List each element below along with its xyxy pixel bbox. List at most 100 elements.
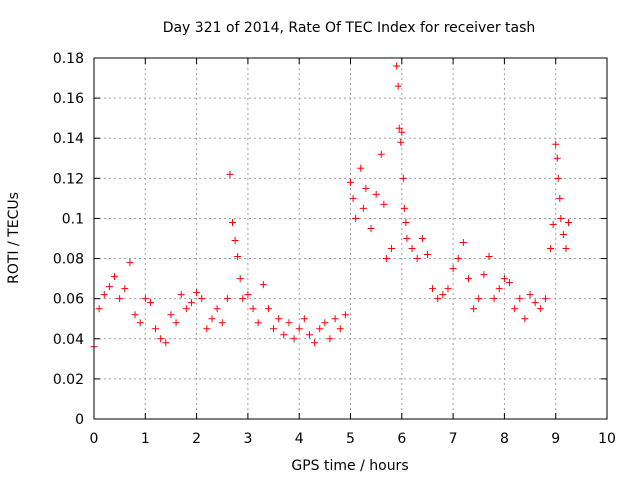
data-point xyxy=(480,271,488,279)
data-point xyxy=(470,305,478,313)
data-point xyxy=(208,315,216,323)
data-point xyxy=(459,239,467,247)
data-point xyxy=(136,319,144,327)
data-point xyxy=(547,245,555,253)
data-point xyxy=(408,245,416,253)
data-point xyxy=(382,255,390,263)
data-point xyxy=(95,305,103,313)
data-point xyxy=(485,253,493,261)
x-tick-labels: 0 1 2 3 4 5 6 7 8 9 10 xyxy=(90,431,616,447)
x-tick-label: 3 xyxy=(243,431,252,447)
data-point xyxy=(541,295,549,303)
data-point xyxy=(439,291,447,299)
data-point xyxy=(305,331,313,339)
y-tick-label: 0 xyxy=(75,412,84,428)
data-point xyxy=(557,214,565,222)
data-point xyxy=(213,305,221,313)
data-point xyxy=(531,299,539,307)
data-point xyxy=(553,154,561,162)
data-point xyxy=(326,335,334,343)
data-point xyxy=(336,325,344,333)
data-point xyxy=(172,319,180,327)
data-point xyxy=(218,319,226,327)
y-tick-label: 0.12 xyxy=(53,171,84,187)
x-axis-label: GPS time / hours xyxy=(291,458,408,474)
data-point xyxy=(249,305,257,313)
data-point xyxy=(331,315,339,323)
data-point xyxy=(397,138,405,146)
data-point xyxy=(234,253,242,261)
data-point xyxy=(388,245,396,253)
data-point xyxy=(275,315,283,323)
data-point xyxy=(121,285,129,293)
data-point xyxy=(141,295,149,303)
y-tick-label: 0.14 xyxy=(53,131,84,147)
data-point xyxy=(536,305,544,313)
data-point xyxy=(223,295,231,303)
data-point xyxy=(549,220,557,228)
data-point xyxy=(380,200,388,208)
data-point xyxy=(423,251,431,259)
data-point xyxy=(565,218,573,226)
y-tick-label: 0.06 xyxy=(53,292,84,308)
data-point xyxy=(177,291,185,299)
data-point xyxy=(359,204,367,212)
data-point xyxy=(105,283,113,291)
data-point xyxy=(290,335,298,343)
data-point xyxy=(475,295,483,303)
data-point xyxy=(229,218,237,226)
y-tick-label: 0.16 xyxy=(53,91,84,107)
chart-title: Day 321 of 2014, Rate Of TEC Index for r… xyxy=(163,20,536,36)
data-point xyxy=(399,174,407,182)
data-point xyxy=(236,275,244,283)
data-point xyxy=(295,325,303,333)
x-tick-label: 6 xyxy=(397,431,406,447)
data-point xyxy=(193,289,201,297)
data-point xyxy=(152,325,160,333)
data-point xyxy=(562,245,570,253)
x-tick-label: 0 xyxy=(90,431,99,447)
data-point xyxy=(464,275,472,283)
data-point xyxy=(526,291,534,299)
data-point xyxy=(377,150,385,158)
y-axis-label: ROTI / TECUs xyxy=(6,192,22,284)
data-point xyxy=(162,339,170,347)
data-point xyxy=(372,190,380,198)
data-point xyxy=(126,259,134,267)
data-point xyxy=(146,299,154,307)
data-point xyxy=(239,295,247,303)
data-point xyxy=(506,279,514,287)
data-point xyxy=(362,184,370,192)
data-point xyxy=(552,140,560,148)
x-tick-label: 8 xyxy=(500,431,509,447)
x-tick-label: 9 xyxy=(551,431,560,447)
data-point xyxy=(418,235,426,242)
data-point xyxy=(226,170,234,178)
data-point xyxy=(559,230,567,238)
data-point xyxy=(434,295,442,303)
data-point xyxy=(521,315,529,323)
data-point xyxy=(270,325,278,333)
data-point xyxy=(429,285,437,293)
data-point xyxy=(280,331,288,339)
x-tick-label: 5 xyxy=(346,431,355,447)
data-point xyxy=(490,295,498,303)
x-tick-label: 10 xyxy=(598,431,616,447)
data-point xyxy=(321,319,329,327)
data-point xyxy=(454,255,462,263)
data-point xyxy=(116,295,124,303)
data-point xyxy=(352,214,360,222)
data-point xyxy=(203,325,211,333)
data-point xyxy=(131,311,139,319)
data-point xyxy=(167,311,175,319)
data-point xyxy=(311,339,319,347)
data-point xyxy=(357,164,365,172)
data-point xyxy=(495,285,503,293)
data-point xyxy=(198,295,206,303)
data-points xyxy=(90,62,573,351)
data-point xyxy=(511,305,519,313)
data-point xyxy=(554,174,562,182)
y-tick-label: 0.02 xyxy=(53,372,84,388)
data-point xyxy=(367,224,375,232)
